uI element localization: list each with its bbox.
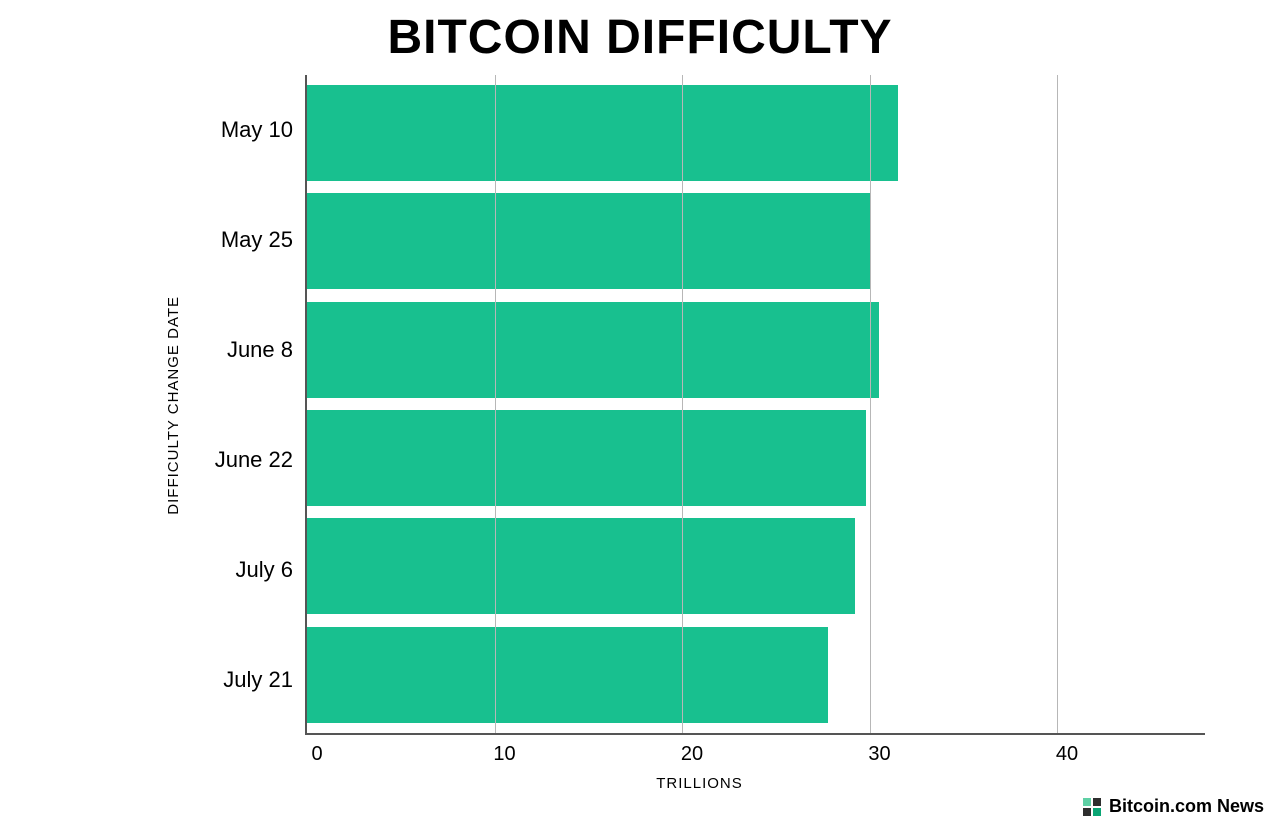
gridline — [495, 75, 496, 733]
bars-container — [307, 75, 1205, 733]
bar-slot — [307, 404, 1205, 512]
x-tick-label: 10 — [493, 743, 515, 766]
y-axis-labels: May 10 May 25 June 8 June 22 July 6 July 21 — [195, 75, 305, 735]
x-tick-label: 20 — [681, 743, 703, 766]
bar — [307, 193, 870, 289]
bitcoin-com-logo-icon — [1083, 798, 1101, 816]
logo-quadrant — [1093, 808, 1101, 816]
x-tick-label: 0 — [311, 743, 322, 766]
attribution: Bitcoin.com News — [1083, 796, 1264, 817]
x-tick-label: 30 — [868, 743, 890, 766]
bar — [307, 302, 879, 398]
logo-quadrant — [1083, 798, 1091, 806]
bar-slot — [307, 512, 1205, 620]
gridline — [682, 75, 683, 733]
chart-title: BITCOIN DIFFICULTY — [0, 0, 1280, 65]
bar-slot — [307, 296, 1205, 404]
x-tick-label: 40 — [1056, 743, 1078, 766]
y-axis-title: DIFFICULTY CHANGE DATE — [165, 296, 195, 515]
bar-slot — [307, 621, 1205, 729]
logo-quadrant — [1083, 808, 1091, 816]
y-tick-label: June 22 — [195, 447, 293, 473]
y-tick-label: July 6 — [195, 557, 293, 583]
gridline — [870, 75, 871, 733]
bar — [307, 518, 855, 614]
attribution-text: Bitcoin.com News — [1109, 796, 1264, 817]
logo-quadrant — [1093, 798, 1101, 806]
bar — [307, 627, 828, 723]
y-tick-label: May 25 — [195, 227, 293, 253]
y-tick-label: June 8 — [195, 337, 293, 363]
x-axis-ticks: 010203040 — [317, 743, 1217, 771]
bar-slot — [307, 187, 1205, 295]
y-tick-label: July 21 — [195, 667, 293, 693]
x-axis-title: TRILLIONS — [317, 775, 1082, 792]
chart-area: DIFFICULTY CHANGE DATE May 10 May 25 June … — [165, 75, 1205, 735]
bar-slot — [307, 79, 1205, 187]
y-tick-label: May 10 — [195, 117, 293, 143]
bar — [307, 410, 866, 506]
bar — [307, 85, 898, 181]
gridline — [1057, 75, 1058, 733]
plot-area — [305, 75, 1205, 735]
